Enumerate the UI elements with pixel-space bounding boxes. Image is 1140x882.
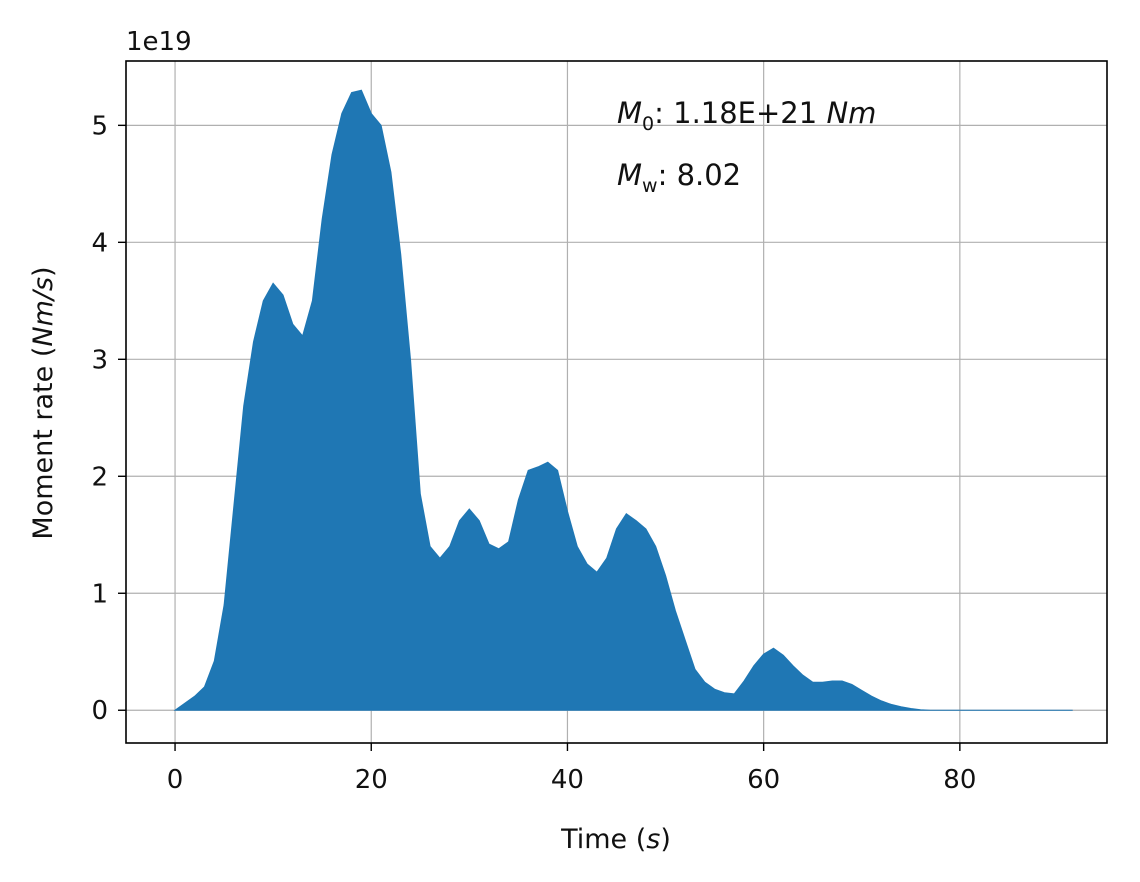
plot-frame <box>125 60 1108 744</box>
x-tick-label: 60 <box>747 765 780 795</box>
y-tick-label: 5 <box>91 111 108 141</box>
x-axis-label-prefix: Time ( <box>560 824 646 855</box>
x-axis-label-suffix: ) <box>660 824 671 855</box>
m0-unit: Nm <box>826 96 876 130</box>
x-axis-label: Time (s) <box>560 824 671 855</box>
x-tick-label: 20 <box>355 765 388 795</box>
moment-magnitude-annotation: Mw: 8.02 <box>617 158 741 197</box>
y-axis-label-unit: Nm/s <box>28 277 59 347</box>
y-tick-label: 0 <box>91 696 108 726</box>
y-tick-label: 4 <box>91 228 108 258</box>
mw-value: : 8.02 <box>658 158 742 192</box>
y-axis-label-prefix: Moment rate ( <box>28 347 59 540</box>
x-tick-label: 80 <box>943 765 976 795</box>
mw-subscript: w <box>642 175 658 197</box>
y-tick-label: 1 <box>91 579 108 609</box>
y-axis-label: Moment rate (Nm/s) <box>28 266 59 539</box>
m0-symbol: M <box>617 96 642 130</box>
seismic-moment-annotation: M0: 1.18E+21 Nm <box>617 96 876 135</box>
y-tick-label: 2 <box>91 462 108 492</box>
m0-value: : 1.18E+21 <box>654 96 826 130</box>
x-axis-ticks: 0 20 40 60 80 <box>167 743 976 795</box>
x-tick-label: 0 <box>167 765 184 795</box>
m0-subscript: 0 <box>642 113 654 135</box>
y-offset-label: 1e19 <box>126 27 192 57</box>
y-axis-label-suffix: ) <box>28 266 59 277</box>
mw-symbol: M <box>617 158 642 192</box>
x-tick-label: 40 <box>551 765 584 795</box>
y-axis-ticks: 0 1 2 3 4 5 <box>91 111 126 726</box>
y-tick-label: 3 <box>91 345 108 375</box>
x-axis-label-unit: s <box>646 824 660 855</box>
moment-rate-area <box>173 89 1073 711</box>
